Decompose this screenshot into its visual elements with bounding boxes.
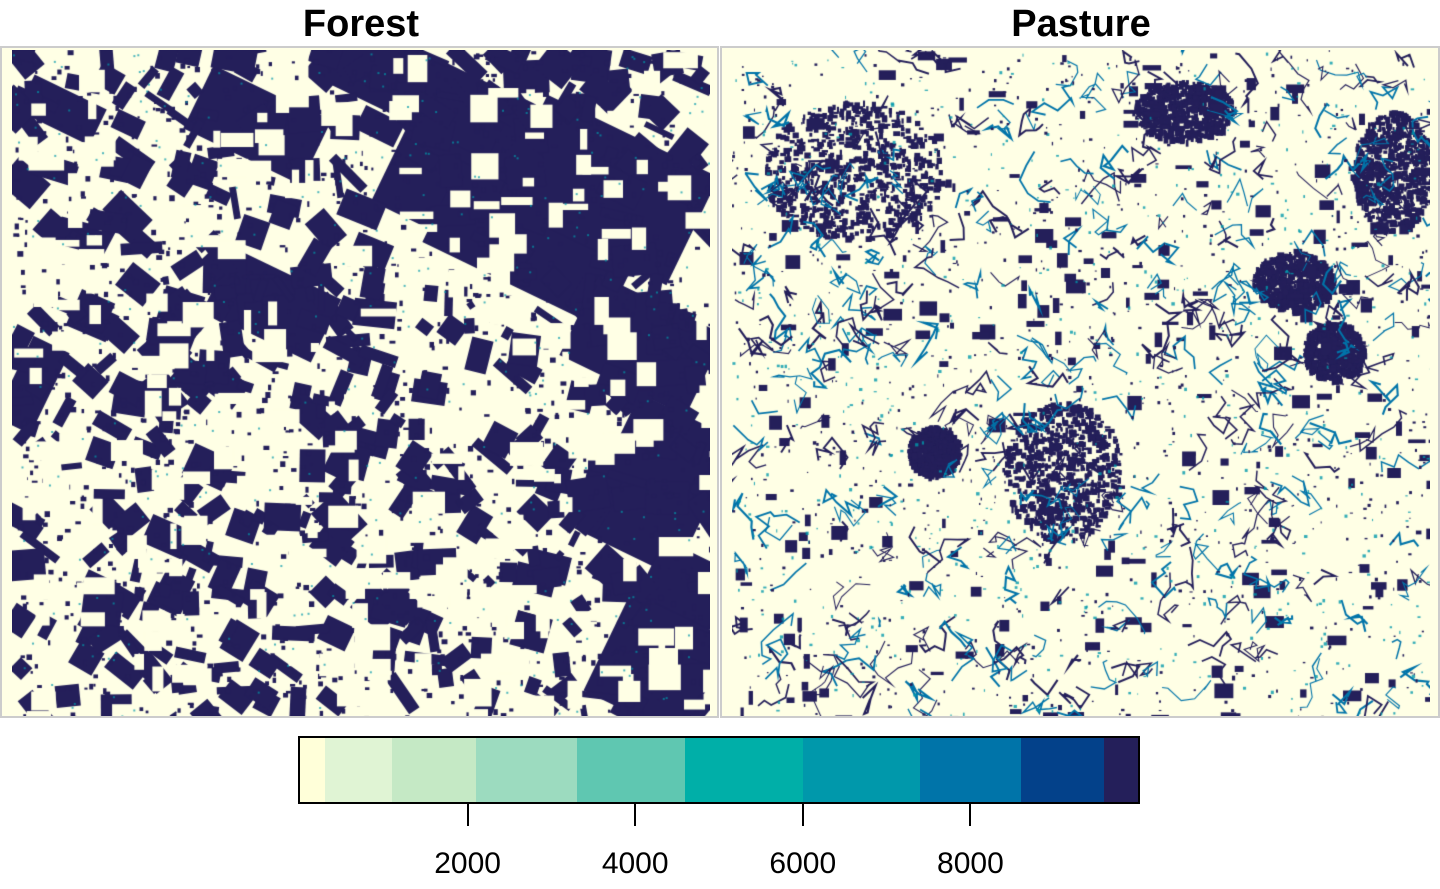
legend-swatch xyxy=(300,738,326,802)
forest-raster xyxy=(12,50,710,716)
forest-panel-title: Forest xyxy=(302,3,420,45)
legend-tick-label: 2000 xyxy=(434,847,501,880)
legend-tick xyxy=(634,804,637,826)
pasture-map-panel xyxy=(720,46,1440,718)
legend-swatch xyxy=(392,738,476,802)
legend-swatch xyxy=(325,738,393,802)
legend-swatch xyxy=(475,738,577,802)
legend-colorbar xyxy=(298,736,1140,804)
legend-tick-label: 4000 xyxy=(601,847,669,880)
legend-swatch xyxy=(685,738,803,802)
pasture-panel-title: Pasture xyxy=(1011,3,1151,45)
legend-swatch xyxy=(802,738,921,802)
color-legend xyxy=(298,736,1140,804)
forest-map-panel xyxy=(0,46,719,718)
legend-swatch xyxy=(920,738,1021,802)
legend-swatch xyxy=(1104,738,1138,802)
legend-tick xyxy=(466,804,469,826)
legend-tick-label: 6000 xyxy=(769,847,837,880)
legend-tick xyxy=(801,804,804,826)
legend-swatch xyxy=(576,738,686,802)
pasture-raster xyxy=(732,50,1430,716)
legend-swatch xyxy=(1020,738,1105,802)
legend-tick xyxy=(969,804,972,826)
legend-tick-label: 8000 xyxy=(937,847,1004,880)
